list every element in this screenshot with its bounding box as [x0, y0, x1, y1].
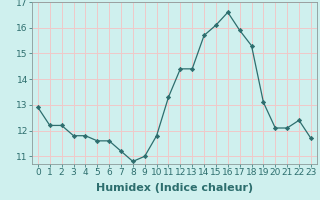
X-axis label: Humidex (Indice chaleur): Humidex (Indice chaleur)	[96, 183, 253, 193]
